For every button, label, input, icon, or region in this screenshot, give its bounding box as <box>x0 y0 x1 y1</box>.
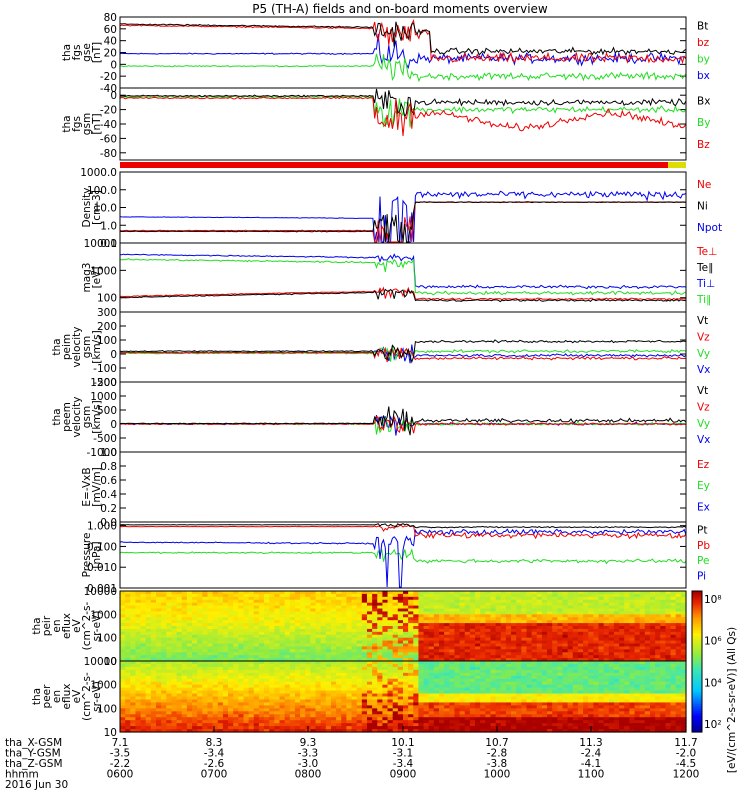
legend-Ti⊥: Ti⊥ <box>696 278 715 290</box>
y-tick-label: 300 <box>97 307 117 319</box>
y-tick-label: 1000.0 <box>80 167 117 179</box>
y-tick-label: 1.000 <box>87 521 117 533</box>
legend-Vz: Vz <box>697 401 710 413</box>
y-tick-label: 20 <box>104 48 117 60</box>
y-tick-label: 0 <box>110 419 117 431</box>
y-axis-label: sr-eV) <box>91 611 103 642</box>
legend-Pi: Pi <box>697 571 706 583</box>
series-ti-perp <box>120 254 686 288</box>
legend-Ez: Ez <box>697 459 710 471</box>
legend-Vz: Vz <box>697 331 710 343</box>
series-npot <box>120 191 686 242</box>
legend-Npot: Npot <box>697 222 722 234</box>
y-tick-label: 100 <box>97 293 117 305</box>
legend-Bt: Bt <box>697 20 708 32</box>
y-tick-label: 0 <box>110 59 117 71</box>
y-tick-label: -80 <box>100 148 117 160</box>
legend-Vy: Vy <box>697 348 710 360</box>
legend-Ey: Ey <box>697 480 710 492</box>
legend-Pt: Pt <box>697 525 707 537</box>
legend-by: by <box>697 53 710 65</box>
legend-Pe: Pe <box>697 555 709 567</box>
y-tick-label: 10000 <box>84 586 117 598</box>
legend-Vt: Vt <box>697 315 708 327</box>
y-axis-label: [nPa] <box>91 541 103 568</box>
legend-Te⊥: Te⊥ <box>696 246 717 258</box>
status-bar <box>120 162 668 168</box>
legend-Bz: Bz <box>697 139 710 151</box>
series-ti-par <box>120 259 686 295</box>
y-axis-label: [cm-3] <box>91 190 103 225</box>
y-tick-label: -500 <box>93 433 117 445</box>
spectrogram-electrons <box>120 661 687 733</box>
y-tick-label: 60 <box>104 24 117 36</box>
y-tick-label: 1500 <box>90 377 117 389</box>
legend-Ti∥: Ti∥ <box>696 294 711 306</box>
y-axis-label: [eV] <box>91 267 103 289</box>
y-tick-label: -20 <box>100 71 117 83</box>
y-tick-label: 80 <box>104 12 117 24</box>
legend-bx: bx <box>697 70 710 82</box>
legend-Pb: Pb <box>697 540 710 552</box>
y-tick-label: 0 <box>110 90 117 102</box>
plot-title: P5 (TH-A) fields and on-board moments ov… <box>252 2 548 16</box>
legend-Bx: Bx <box>697 95 710 107</box>
y-tick-label: -100 <box>93 363 117 375</box>
legend-Vx: Vx <box>697 434 710 446</box>
y-axis-label: [nT] <box>91 42 103 63</box>
status-bar-end <box>668 162 686 168</box>
y-tick-label: 1.0 <box>100 447 117 459</box>
y-axis-label: [mV/m] <box>91 467 103 506</box>
legend-Te∥: Te∥ <box>696 262 713 274</box>
y-tick-label: 10000 <box>84 656 117 668</box>
legend-Ni: Ni <box>697 201 708 213</box>
legend-Ne: Ne <box>697 179 711 191</box>
series-vy-el <box>120 418 686 435</box>
y-axis-label: [nT] <box>91 113 103 134</box>
legend-Vx: Vx <box>697 364 710 376</box>
series-vx-el <box>120 415 686 436</box>
y-axis-label: [km/s] <box>91 330 103 364</box>
legend-Vy: Vy <box>697 418 710 430</box>
y-tick-label: 10000 <box>84 238 117 250</box>
legend-By: By <box>697 117 710 129</box>
y-axis-label: sr-eV) <box>91 681 103 712</box>
legend-Ex: Ex <box>697 501 710 513</box>
spectrogram-ions <box>120 591 687 662</box>
y-axis-label: [km/s] <box>91 400 103 434</box>
legend-Vt: Vt <box>697 385 708 397</box>
legend-bz: bz <box>697 37 710 49</box>
series-bz-gsm <box>120 97 686 136</box>
y-tick-label: 40 <box>104 36 117 48</box>
y-tick-label: 0 <box>110 349 117 361</box>
series-pi <box>120 529 686 587</box>
